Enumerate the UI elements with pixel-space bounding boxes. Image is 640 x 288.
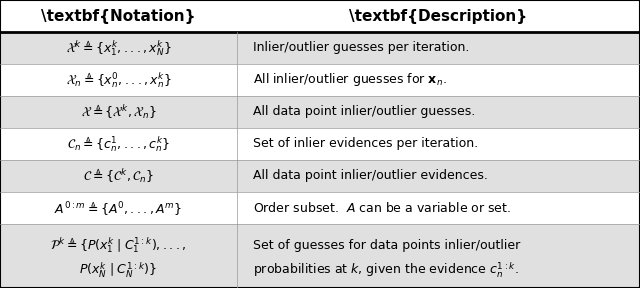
- Text: All data point inlier/outlier evidences.: All data point inlier/outlier evidences.: [253, 170, 488, 183]
- Text: probabilities at $k$, given the evidence $c_n^{1:k}$.: probabilities at $k$, given the evidence…: [253, 260, 518, 280]
- Bar: [0, 0, 640, 32]
- Bar: [0, 96, 640, 128]
- Text: All data point inlier/outlier guesses.: All data point inlier/outlier guesses.: [253, 105, 475, 118]
- Text: $\mathcal{X}_n \triangleq \{x_n^0,...,x_n^k\}$: $\mathcal{X}_n \triangleq \{x_n^0,...,x_…: [65, 70, 172, 90]
- Text: $\mathcal{X} \triangleq \{\mathcal{X}^k, \mathcal{X}_n\}$: $\mathcal{X} \triangleq \{\mathcal{X}^k,…: [81, 103, 156, 121]
- Text: $\mathcal{X}^k \triangleq \{x_1^k,...,x_N^k\}$: $\mathcal{X}^k \triangleq \{x_1^k,...,x_…: [65, 38, 172, 58]
- Text: $\mathcal{C} \triangleq \{\mathcal{C}^k, \mathcal{C}_n\}$: $\mathcal{C} \triangleq \{\mathcal{C}^k,…: [83, 167, 154, 185]
- Text: Set of inlier evidences per iteration.: Set of inlier evidences per iteration.: [253, 137, 478, 151]
- Bar: [0, 224, 640, 288]
- Bar: [0, 128, 640, 160]
- Text: \textbf{Notation}: \textbf{Notation}: [41, 9, 196, 24]
- Bar: [0, 160, 640, 192]
- Text: Inlier/outlier guesses per iteration.: Inlier/outlier guesses per iteration.: [253, 41, 469, 54]
- Bar: [0, 192, 640, 224]
- Text: $P(x_N^k \mid C_N^{1:k})\}$: $P(x_N^k \mid C_N^{1:k})\}$: [79, 260, 157, 280]
- Text: $A^{0:m} \triangleq \{A^0,...,A^m\}$: $A^{0:m} \triangleq \{A^0,...,A^m\}$: [54, 199, 182, 217]
- Text: All inlier/outlier guesses for $\mathbf{x}_n$.: All inlier/outlier guesses for $\mathbf{…: [253, 71, 447, 88]
- Text: Set of guesses for data points inlier/outlier: Set of guesses for data points inlier/ou…: [253, 239, 520, 252]
- Bar: [0, 32, 640, 64]
- Text: \textbf{Description}: \textbf{Description}: [349, 9, 527, 24]
- Bar: [0, 64, 640, 96]
- Text: $\mathcal{C}_n \triangleq \{c_n^1,...,c_n^k\}$: $\mathcal{C}_n \triangleq \{c_n^1,...,c_…: [67, 134, 170, 154]
- Text: $\mathcal{P}^k \triangleq \{P(x_1^k \mid C_1^{1:k}),...,$: $\mathcal{P}^k \triangleq \{P(x_1^k \mid…: [51, 235, 186, 255]
- Text: Order subset.  $A$ can be a variable or set.: Order subset. $A$ can be a variable or s…: [253, 201, 511, 215]
